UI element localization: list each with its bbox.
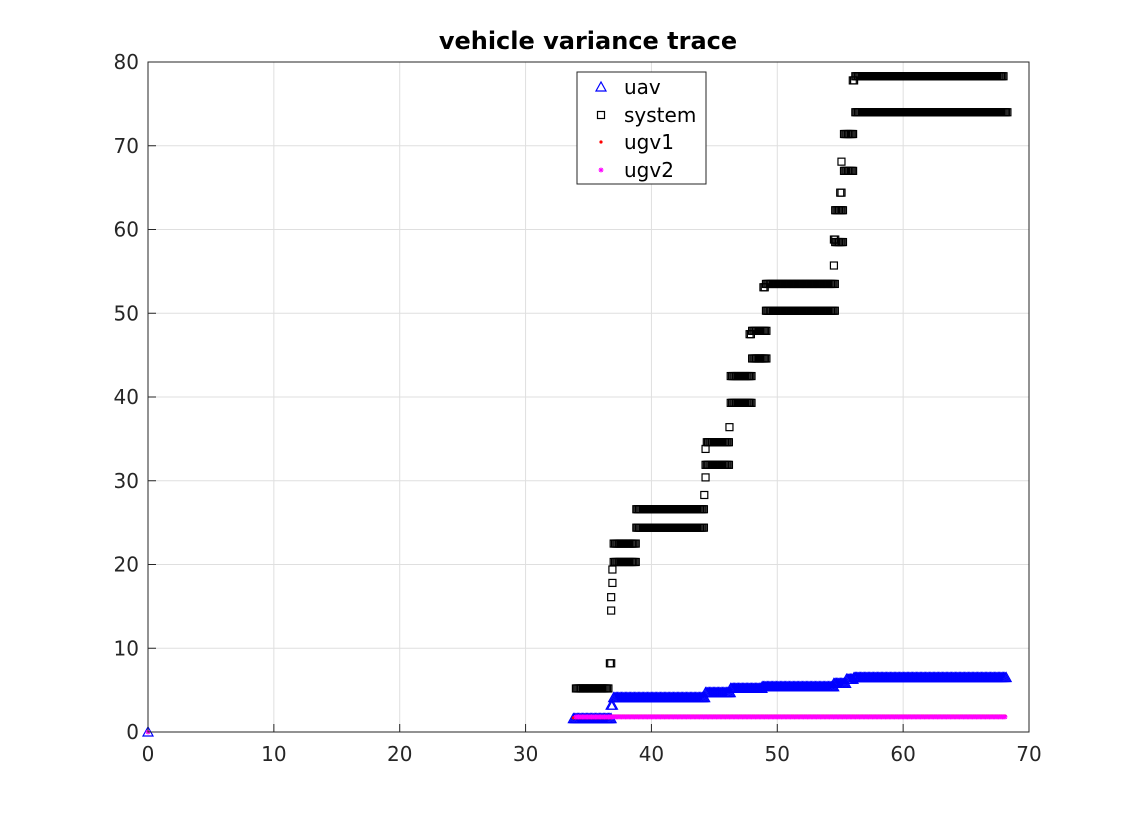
legend-marker-system — [596, 110, 606, 120]
system-point — [848, 166, 858, 175]
series-uav — [141, 671, 1013, 737]
legend-entry-ugv2: ugv2 — [598, 158, 674, 182]
legend-label-ugv2: ugv2 — [624, 158, 674, 182]
system-point — [701, 444, 710, 454]
legend-symbol-ugv2 — [598, 167, 604, 173]
system-point — [830, 306, 839, 315]
system-point — [700, 490, 709, 500]
y-tick-label: 70 — [114, 134, 139, 158]
x-tick-label: 60 — [890, 742, 915, 766]
y-tick-label: 0 — [126, 720, 139, 744]
system-point — [724, 460, 734, 469]
system-point — [631, 539, 640, 548]
y-tick-label: 50 — [114, 301, 139, 325]
y-tick-label: 40 — [114, 385, 139, 409]
x-tick-label: 20 — [387, 742, 412, 766]
legend-entry-system: system — [596, 103, 696, 127]
legend-marker-ugv2 — [598, 167, 604, 173]
series-ugv2 — [145, 714, 1008, 735]
legend-entry-ugv1: ugv1 — [599, 130, 674, 154]
y-tick-label: 20 — [114, 553, 139, 577]
system-point — [837, 157, 846, 166]
legend-marker-uav — [594, 80, 608, 92]
uav-point — [606, 698, 619, 710]
system-point — [762, 354, 771, 363]
y-tick-label: 10 — [114, 636, 139, 660]
legend-entry-uav: uav — [594, 75, 661, 99]
axis-ticks: 0 10 20 30 40 50 60 70 0 10 20 30 40 50 60 70 80 — [114, 50, 1042, 766]
legend-label-ugv1: ugv1 — [624, 130, 674, 154]
system-point — [747, 398, 756, 407]
x-tick-label: 0 — [142, 742, 155, 766]
uav-point — [1000, 671, 1013, 683]
legend: uav system ugv1 ugv2 — [576, 71, 707, 185]
system-point — [999, 72, 1008, 81]
system-point — [838, 237, 848, 247]
legend-symbol-ugv1 — [599, 140, 603, 144]
data-marks — [141, 72, 1013, 737]
system-point — [762, 326, 771, 335]
system-point — [838, 206, 848, 215]
system-point — [725, 423, 734, 432]
x-tick-label: 30 — [513, 742, 538, 766]
system-point — [607, 659, 616, 668]
series-system — [571, 72, 1012, 693]
x-tick-label: 50 — [765, 742, 790, 766]
legend-marker-ugv1 — [599, 140, 603, 144]
legend-label-system: system — [624, 103, 696, 127]
system-point — [1003, 108, 1012, 117]
x-tick-label: 70 — [1016, 742, 1041, 766]
ugv2-point — [1002, 714, 1008, 720]
system-point — [837, 188, 846, 197]
system-point — [829, 261, 839, 270]
x-tick-label: 40 — [639, 742, 664, 766]
x-tick-label: 10 — [261, 742, 286, 766]
chart-title: vehicle variance trace — [439, 27, 737, 55]
system-point — [699, 523, 709, 532]
system-point — [608, 578, 617, 588]
y-tick-label: 60 — [114, 218, 139, 242]
legend-symbol-uav — [594, 80, 608, 92]
system-point — [848, 129, 858, 139]
system-point — [701, 473, 710, 482]
system-point — [699, 505, 709, 514]
legend-label-uav: uav — [624, 75, 661, 99]
y-tick-label: 30 — [114, 469, 139, 493]
system-point — [607, 593, 616, 602]
system-point — [747, 371, 756, 381]
y-tick-label: 80 — [114, 50, 139, 74]
system-point — [631, 557, 640, 567]
system-point — [604, 684, 613, 693]
system-point — [608, 565, 617, 574]
system-point — [724, 438, 734, 447]
legend-symbol-system — [596, 110, 606, 120]
system-point — [607, 606, 616, 615]
system-point — [830, 279, 839, 289]
